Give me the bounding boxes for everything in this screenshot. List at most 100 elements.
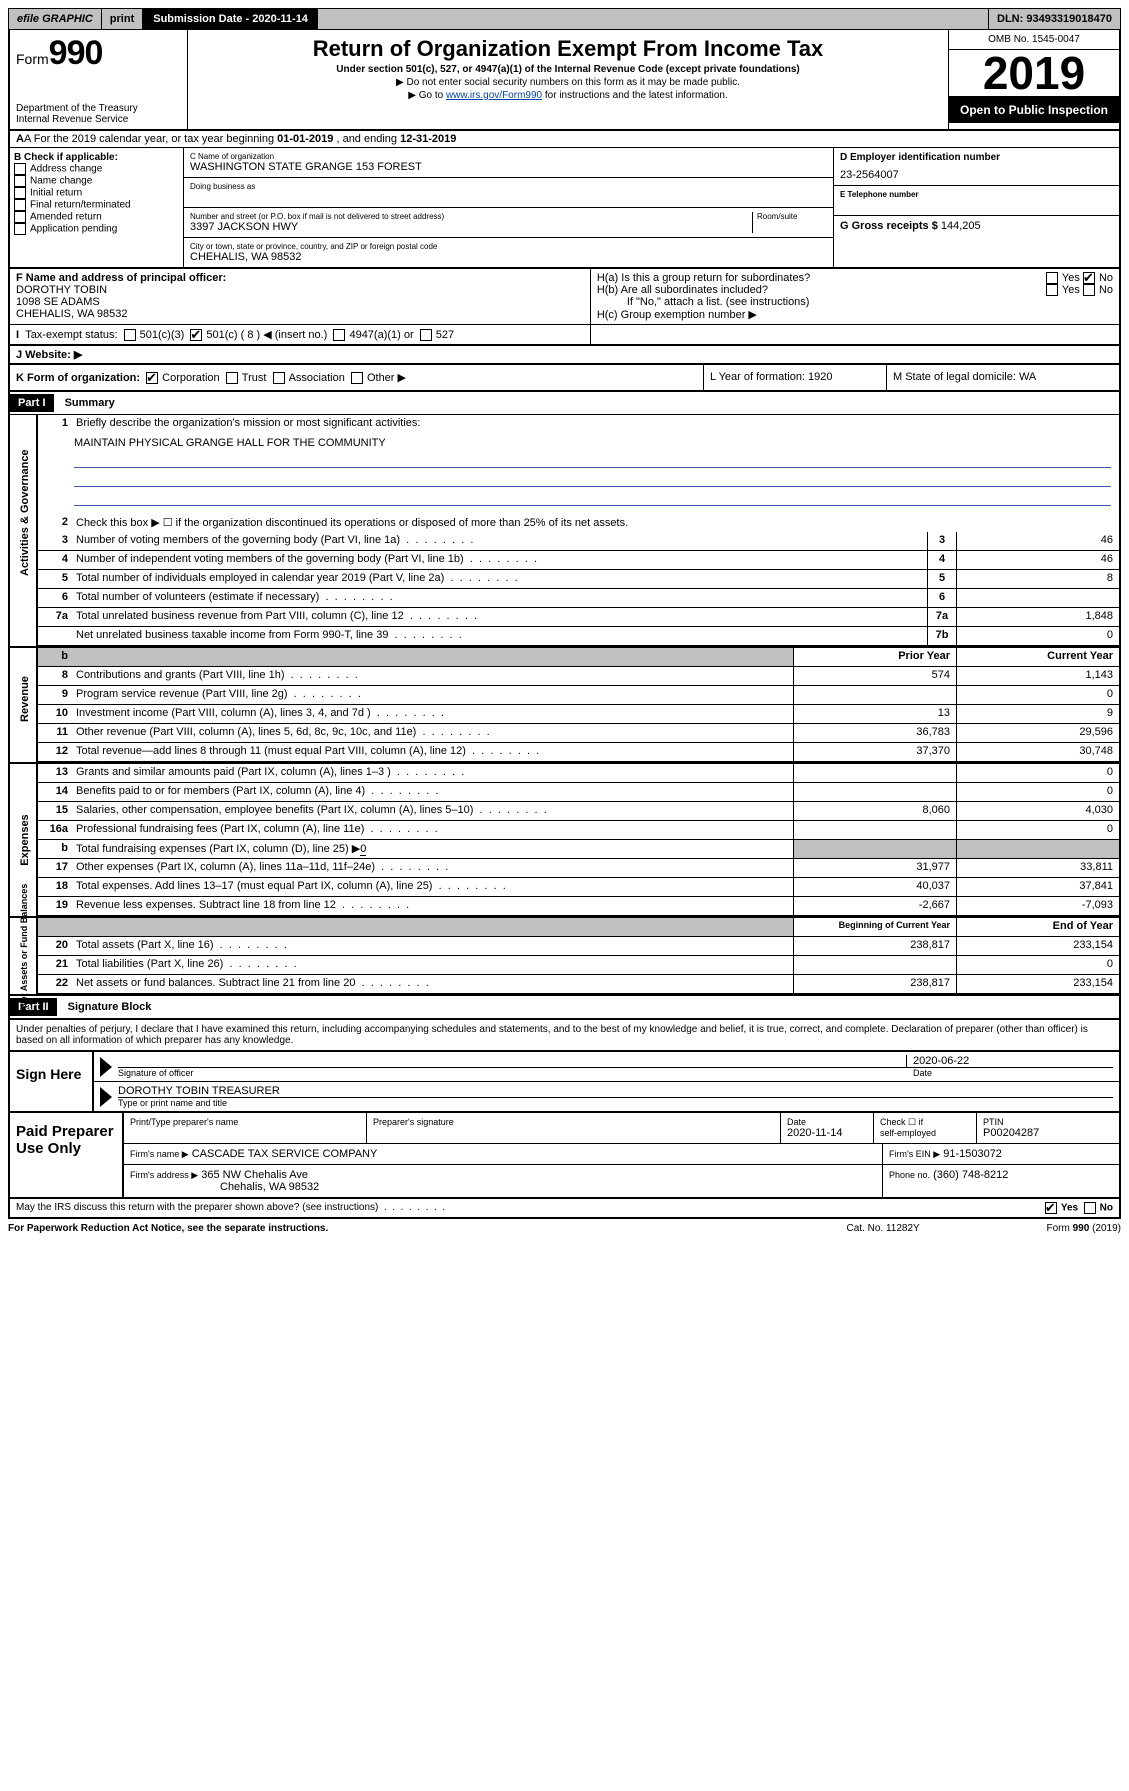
- checkbox-amended[interactable]: [14, 211, 26, 223]
- cb-527[interactable]: [420, 329, 432, 341]
- triangle-icon: [100, 1057, 112, 1077]
- checkbox-address-change[interactable]: [14, 163, 26, 175]
- top-bar: efile GRAPHIC print Submission Date - 20…: [8, 8, 1121, 30]
- rev-hdr-d: [72, 648, 793, 666]
- ein-label: D Employer identification number: [840, 152, 1000, 163]
- line-16b: Total fundraising expenses (Part IX, col…: [72, 840, 793, 858]
- street-address: 3397 JACKSON HWY: [190, 221, 748, 233]
- checkbox-final-return[interactable]: [14, 199, 26, 211]
- tax-exempt-label: Tax-exempt status:: [25, 329, 117, 341]
- cb-trust[interactable]: [226, 372, 238, 384]
- irs-link[interactable]: www.irs.gov/Form990: [446, 90, 542, 101]
- cb-4947[interactable]: [333, 329, 345, 341]
- summary-line: 8Contributions and grants (Part VIII, li…: [38, 667, 1119, 686]
- print-name-label: Type or print name and title: [118, 1098, 1113, 1108]
- year-formation: L Year of formation: 1920: [704, 365, 887, 390]
- ha-yes[interactable]: [1046, 272, 1058, 284]
- firm-phone: (360) 748-8212: [933, 1169, 1008, 1181]
- subtitle-3: ▶ Go to www.irs.gov/Form990 for instruct…: [196, 90, 940, 101]
- sidebar-netassets: Net Assets or Fund Balances: [10, 918, 38, 994]
- h-a-question: H(a) Is this a group return for subordin…: [597, 272, 1046, 284]
- box-deg: D Employer identification number 23-2564…: [834, 148, 1119, 267]
- row-f-h: F Name and address of principal officer:…: [8, 269, 1121, 325]
- department-label: Department of the Treasury Internal Reve…: [16, 103, 181, 125]
- discuss-question: May the IRS discuss this return with the…: [16, 1202, 378, 1213]
- summary-line: 11Other revenue (Part VIII, column (A), …: [38, 724, 1119, 743]
- ptin-label: PTIN: [983, 1117, 1113, 1127]
- end-year-header: End of Year: [956, 918, 1119, 936]
- city-state-zip: CHEHALIS, WA 98532: [190, 251, 827, 263]
- line-2: Check this box ▶ ☐ if the organization d…: [72, 514, 1119, 532]
- hb-no[interactable]: [1083, 284, 1095, 296]
- officer-print-name: DOROTHY TOBIN TREASURER: [118, 1085, 1113, 1098]
- website-row: J Website: ▶: [8, 346, 1121, 365]
- row-i-j: I Tax-exempt status: 501(c)(3) 501(c) ( …: [8, 325, 1121, 346]
- sign-date: 2020-06-22: [906, 1055, 1113, 1067]
- page-footer: For Paperwork Reduction Act Notice, see …: [8, 1219, 1121, 1238]
- box-b: B Check if applicable: Address change Na…: [10, 148, 184, 267]
- checkbox-initial-return[interactable]: [14, 187, 26, 199]
- cb-501c[interactable]: [190, 329, 202, 341]
- cat-no: Cat. No. 11282Y: [847, 1223, 1047, 1234]
- h-ifno: If "No," attach a list. (see instruction…: [597, 296, 1113, 308]
- firm-phone-label: Phone no.: [889, 1170, 930, 1180]
- cb-assoc[interactable]: [273, 372, 285, 384]
- paid-preparer-block: Paid Preparer Use Only Print/Type prepar…: [8, 1113, 1121, 1199]
- print-button[interactable]: print: [102, 9, 143, 29]
- prep-date-label: Date: [787, 1117, 867, 1127]
- row-klm: K Form of organization: Corporation Trus…: [8, 365, 1121, 392]
- summary-line: 18Total expenses. Add lines 13–17 (must …: [38, 878, 1119, 897]
- sidebar-revenue: Revenue: [10, 648, 38, 762]
- subtitle-1: Under section 501(c), 527, or 4947(a)(1)…: [196, 64, 940, 75]
- box-f: F Name and address of principal officer:…: [10, 269, 591, 324]
- discuss-yes[interactable]: [1045, 1202, 1057, 1214]
- part-ii-header: Part II: [10, 998, 57, 1016]
- form-header: Form990 Department of the Treasury Inter…: [8, 30, 1121, 131]
- officer-name: DOROTHY TOBIN: [16, 284, 107, 296]
- firm-ein-label: Firm's EIN ▶: [889, 1149, 940, 1159]
- officer-addr2: CHEHALIS, WA 98532: [16, 308, 127, 320]
- sidebar-governance: Activities & Governance: [10, 415, 38, 646]
- form-prefix: Form: [16, 51, 49, 67]
- row-a-tax-year: AA For the 2019 calendar year, or tax ye…: [8, 131, 1121, 148]
- h-c-question: H(c) Group exemption number ▶: [597, 308, 1113, 321]
- form-org-label: K Form of organization:: [16, 372, 140, 384]
- box-b-header: B Check if applicable:: [14, 152, 118, 163]
- ha-no[interactable]: [1083, 272, 1095, 284]
- firm-addr-label: Firm's address ▶: [130, 1170, 198, 1180]
- dba-label: Doing business as: [190, 182, 827, 191]
- summary-line: 17Other expenses (Part IX, column (A), l…: [38, 859, 1119, 878]
- box-c: C Name of organization WASHINGTON STATE …: [184, 148, 834, 267]
- firm-ein: 91-1503072: [943, 1148, 1002, 1160]
- cb-corp[interactable]: [146, 372, 158, 384]
- summary-line: 10Investment income (Part VIII, column (…: [38, 705, 1119, 724]
- checkbox-name-change[interactable]: [14, 175, 26, 187]
- firm-addr1: 365 NW Chehalis Ave: [201, 1169, 308, 1181]
- form-990-number: 990: [49, 34, 103, 72]
- cb-501c3[interactable]: [124, 329, 136, 341]
- officer-label: F Name and address of principal officer:: [16, 272, 226, 284]
- summary-line: 21Total liabilities (Part X, line 26)0: [38, 956, 1119, 975]
- address-label: Number and street (or P.O. box if mail i…: [190, 212, 748, 221]
- sig-date-label: Date: [907, 1068, 1113, 1078]
- summary-line: Net unrelated business taxable income fr…: [38, 627, 1119, 646]
- summary-line: 13Grants and similar amounts paid (Part …: [38, 764, 1119, 783]
- topbar-spacer: [318, 9, 988, 29]
- summary-line: 3Number of voting members of the governi…: [38, 532, 1119, 551]
- gross-receipts-label: G Gross receipts $: [840, 220, 938, 232]
- checkbox-app-pending[interactable]: [14, 223, 26, 235]
- city-label: City or town, state or province, country…: [190, 242, 827, 251]
- summary-line: 14Benefits paid to or for members (Part …: [38, 783, 1119, 802]
- mission-question: Briefly describe the organization's miss…: [72, 415, 1119, 433]
- room-label: Room/suite: [757, 212, 827, 221]
- part-i-header: Part I: [10, 394, 54, 412]
- part-ii-title: Signature Block: [60, 998, 160, 1016]
- summary-line: 22Net assets or fund balances. Subtract …: [38, 975, 1119, 994]
- hb-yes[interactable]: [1046, 284, 1058, 296]
- website-label: J Website: ▶: [16, 349, 82, 361]
- submission-date: Submission Date - 2020-11-14: [143, 9, 318, 29]
- tax-year: 2019: [949, 50, 1119, 97]
- discuss-no[interactable]: [1084, 1202, 1096, 1214]
- mission-text-area: MAINTAIN PHYSICAL GRANGE HALL FOR THE CO…: [38, 433, 1119, 514]
- cb-other[interactable]: [351, 372, 363, 384]
